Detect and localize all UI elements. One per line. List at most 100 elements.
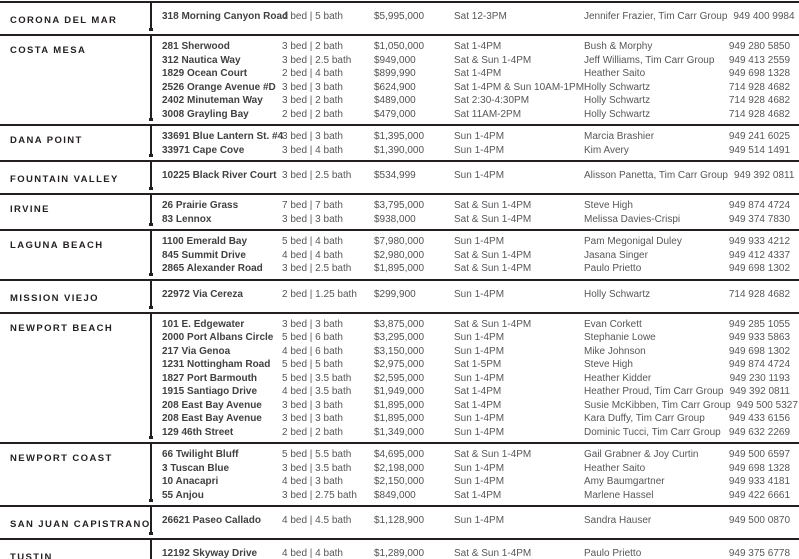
listing-address: 318 Morning Canyon Road <box>162 11 289 22</box>
listing-row: 318 Morning Canyon Road 4 bed | 5 bath $… <box>162 10 795 24</box>
listing-row: 10 Anacapri 4 bed | 3 bath $2,150,000 Su… <box>162 475 790 489</box>
city-label: LAGUNA BEACH <box>10 240 104 251</box>
city-label: NEWPORT BEACH <box>10 322 114 334</box>
listing-address: 1829 Ocean Court <box>162 68 248 79</box>
listing-bedbath: 4 bed | 4 bath <box>282 548 343 559</box>
listing-rows: 101 E. Edgewater 3 bed | 3 bath $3,875,0… <box>150 318 799 440</box>
city-cell: NEWPORT COAST <box>0 448 150 502</box>
listing-open-time: Sun 1-4PM <box>454 332 505 343</box>
city-cell: COSTA MESA <box>0 40 150 121</box>
listing-open-time: Sat 1-4PM <box>454 489 502 501</box>
listing-price: $1,289,000 <box>374 548 425 559</box>
city-section: IRVINE 26 Prairie Grass 7 bed | 7 bath $… <box>0 193 799 229</box>
listing-agent: Mike Johnson <box>584 345 646 357</box>
listing-agent: Paulo Prietto <box>584 548 642 559</box>
listing-row: 217 Via Genoa 4 bed | 6 bath $3,150,000 … <box>162 345 790 359</box>
listing-open-time: Sun 1-4PM <box>454 413 505 424</box>
listing-agent: Steve High <box>584 359 633 370</box>
listing-row: 281 Sherwood 3 bed | 2 bath $1,050,000 S… <box>162 40 790 54</box>
city-cell: IRVINE <box>0 199 150 226</box>
listing-row: 22972 Via Cereza 2 bed | 1.25 bath $299,… <box>162 288 790 302</box>
listing-bedbath: 3 bed | 2.5 bath <box>282 170 352 181</box>
listing-phone: 949 392 0811 <box>729 386 790 397</box>
listing-open-time: Sat 1-4PM <box>454 399 502 411</box>
city-label: SAN JUAN CAPISTRANO <box>10 519 151 530</box>
listing-address: 10225 Black River Court <box>162 170 277 181</box>
listing-row: 3 Tuscan Blue 3 bed | 3.5 bath $2,198,00… <box>162 462 790 476</box>
listing-agent: Holly Schwartz <box>584 95 651 106</box>
listing-address: 208 East Bay Avenue <box>162 413 262 424</box>
listing-open-time: Sat 1-4PM <box>454 41 502 52</box>
listing-price: $1,349,000 <box>374 426 425 438</box>
listing-address: 33971 Cape Cove <box>162 144 245 156</box>
city-cell: CORONA DEL MAR <box>0 10 150 28</box>
listing-rows: 26 Prairie Grass 7 bed | 7 bath $3,795,0… <box>150 199 799 226</box>
listing-row: 1827 Port Barmouth 5 bed | 3.5 bath $2,5… <box>162 372 790 386</box>
listing-phone: 949 874 4724 <box>728 359 790 370</box>
listing-row: 1915 Santiago Drive 4 bed | 3.5 bath $1,… <box>162 385 790 399</box>
city-section: MISSION VIEJO 22972 Via Cereza 2 bed | 1… <box>0 278 799 312</box>
listing-open-time: Sun 1-4PM <box>454 476 505 487</box>
listing-bedbath: 7 bed | 7 bath <box>282 200 343 211</box>
listing-price: $1,895,000 <box>374 263 425 274</box>
listing-agent: Bush & Morphy <box>584 41 653 52</box>
listing-phone: 949 698 1302 <box>728 345 790 357</box>
listing-bedbath: 3 bed | 3 bath <box>282 131 343 142</box>
listing-price: $2,975,000 <box>374 359 425 370</box>
listing-open-time: Sun 1-4PM <box>454 236 505 247</box>
listing-price: $479,000 <box>374 108 416 120</box>
listing-bedbath: 3 bed | 3 bath <box>282 81 343 93</box>
listing-agent: Holly Schwartz <box>584 288 651 300</box>
listing-row: 33691 Blue Lantern St. #4 3 bed | 3 bath… <box>162 130 790 144</box>
listing-open-time: Sat 1-4PM <box>454 386 502 397</box>
listing-bedbath: 3 bed | 3 bath <box>282 413 343 424</box>
listing-bedbath: 5 bed | 5.5 bath <box>282 449 352 460</box>
listing-phone: 949 433 6156 <box>728 413 790 424</box>
listing-row: 208 East Bay Avenue 3 bed | 3 bath $1,89… <box>162 399 798 413</box>
listing-bedbath: 3 bed | 2.75 bath <box>282 489 357 501</box>
city-cell: NEWPORT BEACH <box>0 318 150 440</box>
listing-phone: 949 514 1491 <box>728 144 790 156</box>
section-divider-rule <box>149 36 152 121</box>
listing-rows: 12192 Skyway Drive 4 bed | 4 bath $1,289… <box>150 547 799 559</box>
listing-rows: 22972 Via Cereza 2 bed | 1.25 bath $299,… <box>150 288 799 306</box>
listing-address: 312 Nautica Way <box>162 54 241 66</box>
listing-address: 3008 Grayling Bay <box>162 108 249 120</box>
listing-rows: 66 Twilight Bluff 5 bed | 5.5 bath $4,69… <box>150 448 799 502</box>
listing-address: 208 East Bay Avenue <box>162 399 262 411</box>
listing-price: $1,395,000 <box>374 131 425 142</box>
listing-open-time: Sun 1-4PM <box>454 345 505 357</box>
listing-price: $1,390,000 <box>374 144 425 156</box>
listing-open-time: Sat & Sun 1-4PM <box>454 548 532 559</box>
listing-phone: 949 375 6778 <box>728 548 790 559</box>
listing-agent: Kara Duffy, Tim Carr Group <box>584 413 705 424</box>
city-section: NEWPORT BEACH 101 E. Edgewater 3 bed | 3… <box>0 311 799 443</box>
listing-agent: Heather Saito <box>584 462 646 474</box>
listing-row: 1100 Emerald Bay 5 bed | 4 bath $7,980,0… <box>162 235 790 249</box>
listing-price: $1,128,900 <box>374 515 425 526</box>
listing-price: $2,595,000 <box>374 372 425 384</box>
listing-open-time: Sat 1-4PM <box>454 68 502 79</box>
listing-address: 10 Anacapri <box>162 476 219 487</box>
listing-agent: Gail Grabner & Joy Curtin <box>584 449 699 460</box>
listing-price: $5,995,000 <box>374 11 425 22</box>
listing-address: 1915 Santiago Drive <box>162 386 258 397</box>
listing-bedbath: 4 bed | 6 bath <box>282 345 343 357</box>
listing-phone: 949 230 1193 <box>729 372 790 384</box>
listing-agent: Evan Corkett <box>584 318 642 330</box>
listing-phone: 949 400 9984 <box>733 11 795 22</box>
listing-price: $624,900 <box>374 81 416 93</box>
city-section: COSTA MESA 281 Sherwood 3 bed | 2 bath $… <box>0 34 799 124</box>
listing-price: $299,900 <box>374 288 416 300</box>
section-divider-rule <box>149 231 152 275</box>
listing-address: 1827 Port Barmouth <box>162 372 258 384</box>
listing-bedbath: 4 bed | 3 bath <box>282 476 343 487</box>
listing-row: 33971 Cape Cove 3 bed | 4 bath $1,390,00… <box>162 144 790 158</box>
city-section: FOUNTAIN VALLEY 10225 Black River Court … <box>0 160 799 193</box>
listing-bedbath: 2 bed | 4 bath <box>282 68 343 79</box>
listing-address: 22972 Via Cereza <box>162 288 243 300</box>
listing-agent: Marlene Hassel <box>584 489 654 501</box>
section-divider-rule <box>149 162 152 190</box>
listing-price: $1,895,000 <box>374 399 425 411</box>
